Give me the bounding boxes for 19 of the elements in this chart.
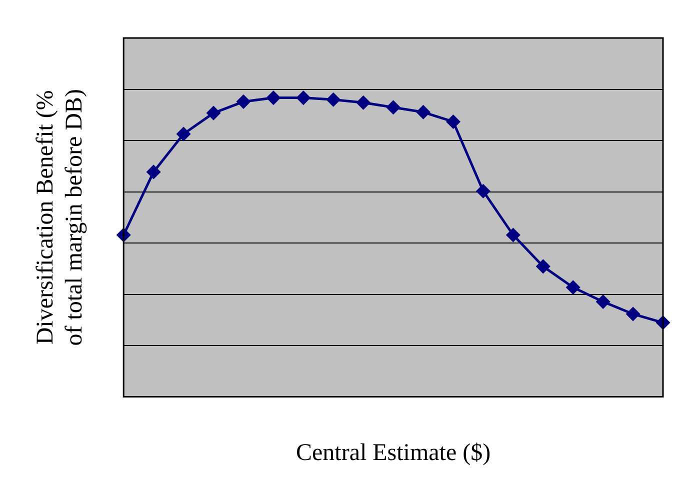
point: [176, 127, 190, 141]
point: [626, 307, 640, 321]
point: [446, 114, 460, 128]
point: [566, 280, 580, 294]
y-axis-title: Diversification Benefit (% of total margin before DB): [32, 88, 88, 346]
point: [506, 228, 520, 242]
point: [536, 260, 550, 274]
point: [236, 94, 250, 108]
point: [596, 294, 610, 308]
point: [356, 96, 370, 110]
point: [146, 165, 160, 179]
point: [206, 106, 220, 120]
point: [266, 91, 280, 105]
point: [416, 105, 430, 119]
point: [476, 184, 490, 198]
x-axis-title: Central Estimate ($): [296, 440, 491, 466]
point: [326, 92, 340, 106]
point: [386, 100, 400, 114]
point: [296, 91, 310, 105]
